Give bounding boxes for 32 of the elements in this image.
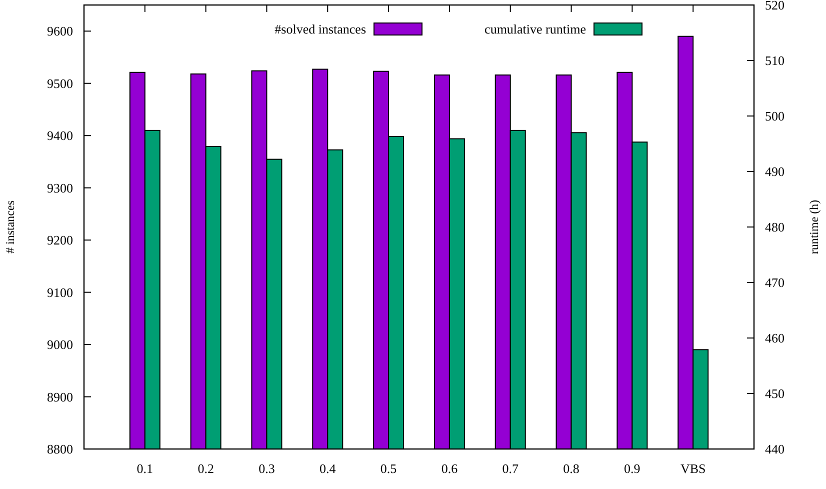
legend-label: #solved instances	[274, 22, 366, 37]
y2-tick-label: 490	[765, 164, 784, 180]
x-tick-label: 0.3	[258, 461, 275, 476]
y-tick-label: 8900	[47, 389, 73, 404]
x-tick-label: 0.8	[563, 461, 580, 476]
y2-tick-label: 520	[765, 0, 784, 13]
y2-tick-label: 460	[765, 330, 784, 346]
y2-tick-label: 440	[765, 442, 784, 457]
y-tick-label: 9500	[47, 76, 73, 91]
y-tick-label: 9100	[47, 284, 73, 300]
y2-tick-label: 480	[765, 220, 784, 235]
x-tick-label: 0.7	[502, 461, 519, 476]
x-tick-label: 0.6	[441, 461, 458, 476]
y2-tick-label: 510	[765, 53, 784, 68]
y2-tick-label: 500	[765, 108, 784, 124]
y-tick-label: 9000	[47, 337, 73, 352]
legend-label: cumulative runtime	[484, 22, 586, 37]
x-tick-label: VBS	[680, 461, 706, 476]
x-tick-label: 0.2	[198, 461, 214, 476]
y2-axis-title: runtime (h)	[807, 200, 821, 254]
x-tick-label: 0.9	[624, 461, 640, 476]
x-tick-label: 0.5	[380, 461, 397, 476]
x-tick-label: 0.1	[136, 461, 154, 476]
y-tick-label: 8800	[47, 442, 73, 457]
y-tick-label: 9400	[47, 128, 73, 144]
y-tick-label: 9300	[47, 180, 73, 196]
y-axis-title: # instances	[3, 200, 17, 254]
y2-tick-label: 450	[765, 386, 784, 402]
y-tick-label: 9200	[47, 232, 73, 248]
y-tick-label: 9600	[47, 24, 73, 39]
y2-tick-label: 470	[765, 275, 784, 290]
x-tick-label: 0.4	[320, 461, 336, 476]
